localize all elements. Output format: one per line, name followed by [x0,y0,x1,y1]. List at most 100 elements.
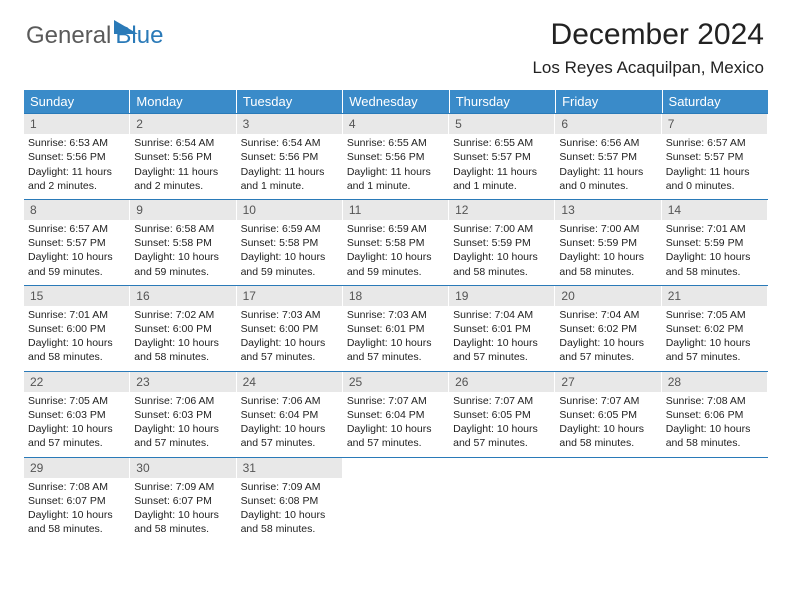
day-detail-line: Sunset: 5:56 PM [134,150,231,164]
day-detail-line: and 57 minutes. [347,436,444,450]
day-number: 10 [237,200,342,220]
day-detail-line: and 57 minutes. [453,436,550,450]
day-detail-line: Sunset: 5:56 PM [241,150,338,164]
day-details: Sunrise: 7:05 AMSunset: 6:02 PMDaylight:… [662,306,767,371]
day-number: 11 [343,200,448,220]
calendar-day-cell [449,458,555,543]
weekday-header: Monday [130,90,236,113]
day-detail-line: Sunrise: 6:59 AM [347,222,444,236]
calendar-day-cell: 6Sunrise: 6:56 AMSunset: 5:57 PMDaylight… [555,114,661,199]
day-details: Sunrise: 7:08 AMSunset: 6:07 PMDaylight:… [24,478,129,543]
day-detail-line: Sunset: 6:08 PM [241,494,338,508]
day-details: Sunrise: 6:57 AMSunset: 5:57 PMDaylight:… [662,134,767,199]
calendar-day-cell: 1Sunrise: 6:53 AMSunset: 5:56 PMDaylight… [24,114,130,199]
day-number: 17 [237,286,342,306]
day-detail-line: Sunset: 5:57 PM [28,236,125,250]
weekday-header: Saturday [663,90,768,113]
calendar-day-cell: 23Sunrise: 7:06 AMSunset: 6:03 PMDayligh… [130,372,236,457]
location-label: Los Reyes Acaquilpan, Mexico [532,58,764,78]
day-details: Sunrise: 7:04 AMSunset: 6:01 PMDaylight:… [449,306,554,371]
logo-text-general: General [26,22,111,50]
day-detail-line: Sunrise: 6:56 AM [559,136,656,150]
day-detail-line: and 57 minutes. [134,436,231,450]
weekday-header: Sunday [24,90,130,113]
day-number: 21 [662,286,767,306]
calendar-day-cell: 25Sunrise: 7:07 AMSunset: 6:04 PMDayligh… [343,372,449,457]
day-detail-line: Sunrise: 6:54 AM [134,136,231,150]
day-detail-line: Sunrise: 7:03 AM [347,308,444,322]
brand-logo: General Blue [26,22,163,50]
day-detail-line: Sunrise: 6:57 AM [28,222,125,236]
day-detail-line: Sunset: 6:04 PM [241,408,338,422]
day-number: 5 [449,114,554,134]
logo-triangle-icon [114,20,138,34]
day-detail-line: Sunset: 5:57 PM [666,150,763,164]
day-detail-line: and 57 minutes. [453,350,550,364]
day-details: Sunrise: 7:01 AMSunset: 6:00 PMDaylight:… [24,306,129,371]
day-detail-line: and 59 minutes. [347,265,444,279]
calendar-day-cell: 14Sunrise: 7:01 AMSunset: 5:59 PMDayligh… [662,200,768,285]
day-detail-line: Daylight: 10 hours [134,508,231,522]
calendar-day-cell: 8 Sunrise: 6:57 AMSunset: 5:57 PMDaylight… [24,200,130,285]
calendar-day-cell: 28Sunrise: 7:08 AMSunset: 6:06 PMDayligh… [662,372,768,457]
day-number: 2 [130,114,235,134]
day-detail-line: Daylight: 11 hours [666,165,763,179]
day-detail-line: and 58 minutes. [559,436,656,450]
day-details: Sunrise: 7:06 AMSunset: 6:03 PMDaylight:… [130,392,235,457]
day-detail-line: Sunrise: 7:04 AM [559,308,656,322]
day-detail-line: Daylight: 10 hours [453,250,550,264]
day-detail-line: Sunrise: 6:59 AM [241,222,338,236]
day-detail-line: Sunrise: 6:57 AM [666,136,763,150]
calendar-body: 1Sunrise: 6:53 AMSunset: 5:56 PMDaylight… [24,113,768,542]
day-details: Sunrise: 7:07 AMSunset: 6:04 PMDaylight:… [343,392,448,457]
weekday-header: Thursday [450,90,556,113]
day-detail-line: Sunrise: 7:06 AM [241,394,338,408]
calendar-day-cell: 31Sunrise: 7:09 AMSunset: 6:08 PMDayligh… [237,458,343,543]
day-detail-line: Sunset: 5:57 PM [453,150,550,164]
day-number: 29 [24,458,129,478]
day-detail-line: Daylight: 11 hours [453,165,550,179]
day-detail-line: Daylight: 10 hours [666,250,763,264]
day-details: Sunrise: 7:03 AMSunset: 6:00 PMDaylight:… [237,306,342,371]
day-detail-line: Sunset: 6:03 PM [28,408,125,422]
day-number: 6 [555,114,660,134]
day-detail-line: Daylight: 10 hours [241,508,338,522]
month-title: December 2024 [532,18,764,52]
day-number: 9 [130,200,235,220]
day-detail-line: Sunset: 5:59 PM [666,236,763,250]
day-detail-line: Sunset: 6:07 PM [28,494,125,508]
day-number: 18 [343,286,448,306]
calendar: Sunday Monday Tuesday Wednesday Thursday… [24,90,768,542]
weekday-header-row: Sunday Monday Tuesday Wednesday Thursday… [24,90,768,113]
weekday-header: Wednesday [343,90,449,113]
calendar-day-cell: 20Sunrise: 7:04 AMSunset: 6:02 PMDayligh… [555,286,661,371]
day-detail-line: and 1 minute. [347,179,444,193]
day-detail-line: Sunrise: 7:00 AM [559,222,656,236]
day-detail-line: and 57 minutes. [28,436,125,450]
day-details: Sunrise: 7:08 AMSunset: 6:06 PMDaylight:… [662,392,767,457]
day-detail-line: Sunrise: 7:08 AM [666,394,763,408]
day-detail-line: and 1 minute. [453,179,550,193]
day-number: 27 [555,372,660,392]
calendar-week-row: 8Sunrise: 6:57 AMSunset: 5:57 PMDaylight… [24,199,768,285]
calendar-day-cell: 12Sunrise: 7:00 AMSunset: 5:59 PMDayligh… [449,200,555,285]
day-detail-line: Sunrise: 7:01 AM [28,308,125,322]
day-detail-line: Daylight: 10 hours [28,250,125,264]
day-detail-line: Sunset: 6:00 PM [28,322,125,336]
day-details: Sunrise: 7:03 AMSunset: 6:01 PMDaylight:… [343,306,448,371]
day-detail-line: Daylight: 11 hours [28,165,125,179]
day-detail-line: and 1 minute. [241,179,338,193]
calendar-day-cell: 3Sunrise: 6:54 AMSunset: 5:56 PMDaylight… [237,114,343,199]
day-number: 8 [24,200,129,220]
day-detail-line: and 57 minutes. [241,350,338,364]
day-detail-line: Sunset: 6:02 PM [559,322,656,336]
day-number: 26 [449,372,554,392]
day-detail-line: and 58 minutes. [241,522,338,536]
day-detail-line: Daylight: 10 hours [347,336,444,350]
weekday-header: Friday [556,90,662,113]
day-number: 14 [662,200,767,220]
day-detail-line: and 58 minutes. [666,265,763,279]
day-number: 25 [343,372,448,392]
day-number: 16 [130,286,235,306]
day-detail-line: Sunset: 6:01 PM [347,322,444,336]
